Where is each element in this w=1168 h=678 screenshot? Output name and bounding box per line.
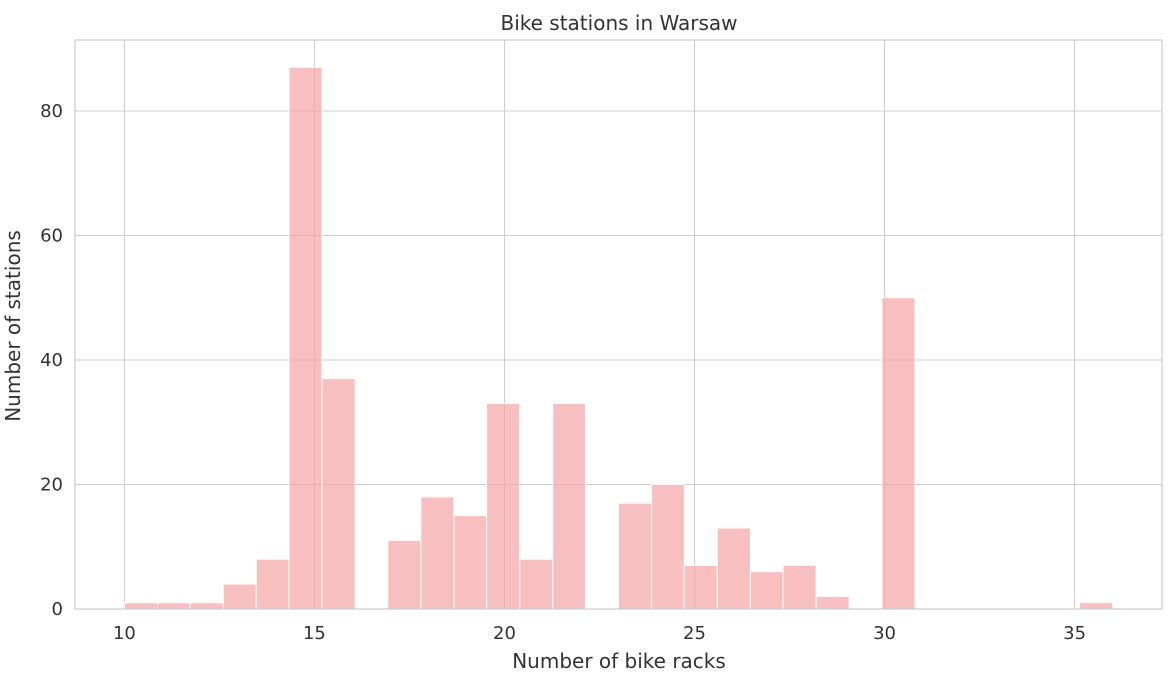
histogram-bar — [420, 496, 455, 610]
histogram-bar — [552, 403, 586, 610]
histogram-bar — [321, 378, 356, 610]
chart-title: Bike stations in Warsaw — [500, 11, 737, 35]
histogram-bar — [782, 564, 817, 610]
histogram-bar — [387, 540, 422, 610]
plot-frame — [74, 39, 1163, 610]
y-axis-label: Number of stations — [1, 230, 25, 422]
histogram-bar — [222, 583, 257, 610]
histogram-bar — [683, 564, 718, 610]
x-tick-label: 25 — [683, 623, 706, 644]
histogram-bar — [288, 66, 323, 610]
y-tick-label: 20 — [40, 474, 63, 495]
histogram-bar — [453, 515, 488, 610]
histogram-bar — [651, 483, 685, 610]
histogram-bar — [255, 558, 290, 610]
histogram-bar — [749, 571, 784, 610]
x-tick-label: 30 — [873, 623, 896, 644]
histogram-bar — [486, 403, 521, 610]
y-tick-label: 60 — [40, 225, 63, 246]
histogram-bar — [1079, 602, 1114, 610]
histogram-bars — [123, 66, 1114, 610]
histogram-bar — [123, 602, 158, 610]
histogram-bar — [716, 527, 751, 610]
y-tick-label: 80 — [40, 101, 63, 122]
y-tick-label: 0 — [52, 599, 63, 620]
x-tick-label: 20 — [493, 623, 516, 644]
x-tick-label: 15 — [303, 623, 326, 644]
x-tick-label: 35 — [1063, 623, 1086, 644]
x-axis-ticks: 10 15 20 25 30 35 — [113, 623, 1086, 644]
x-axis-label: Number of bike racks — [512, 649, 726, 673]
histogram-bar — [156, 602, 191, 610]
y-tick-label: 40 — [40, 350, 63, 371]
histogram-bar — [519, 558, 554, 610]
histogram-bar — [815, 596, 850, 610]
y-axis-ticks: 0 20 40 60 80 — [40, 101, 63, 620]
histogram-bar — [189, 602, 224, 610]
histogram-bar — [881, 297, 916, 610]
x-tick-label: 10 — [113, 623, 136, 644]
histogram-bar — [618, 502, 653, 610]
